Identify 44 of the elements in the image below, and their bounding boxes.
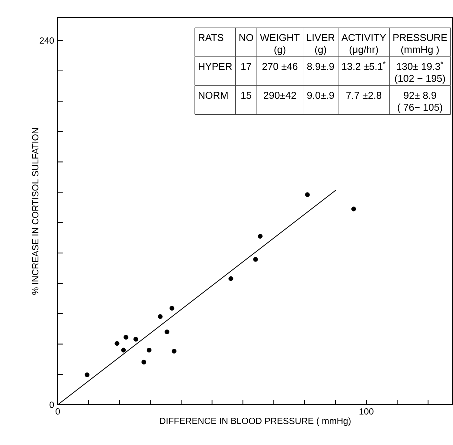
point [164,330,170,335]
point [172,349,177,354]
point [258,234,263,239]
annotation: (102 − 195) [395,74,446,84]
annotation: PRESSURE [394,34,448,42]
point [170,306,175,311]
point [253,257,258,262]
y-tick-label: 240 [40,38,54,44]
annotation: (g) [274,46,286,56]
annotation: 92± 8.9 [404,92,436,100]
x-axis-title: DIFFERENCE IN BLOOD PRESSURE ( mmHg) [160,418,351,426]
annotation: NO [240,34,254,42]
point [124,335,129,340]
annotation: 7.7 ±2.8 [346,92,382,100]
y-axis-title: % INCREASE IN CORTISOL SULFATION [32,128,39,295]
annotation: RATS [199,34,224,42]
point [146,348,152,353]
point [134,337,138,342]
point [114,341,120,346]
point [158,314,163,320]
point [352,206,356,212]
annotation: ( 76− 105) [398,104,442,114]
point [84,372,90,378]
annotation: (g) [315,46,326,56]
annotation: 9.0±.9 [307,92,334,100]
point [228,276,234,282]
annotation: 13.2 ±5.1$^{*}$ [342,62,386,70]
annotation: 15 [242,92,252,100]
point [305,192,310,198]
annotation: ACTIVITY [342,34,386,42]
annotation: 17 [242,63,252,70]
point [142,360,146,365]
annotation: 8.9±.9 [307,63,334,70]
annotation: 130± 19.3$^{*}$ [397,62,444,70]
annotation: (mmHg ) [401,46,439,56]
x-tick-label: 100 [360,408,374,415]
annotation: LIVER [307,34,335,42]
annotation: HYPER [199,63,232,70]
annotation: (μg/hr) [350,46,378,56]
annotation: 270 ±46 [262,63,298,70]
annotation: NORM [199,92,228,100]
annotation: 290±42 [264,92,296,100]
point [121,348,126,353]
annotation: WEIGHT [260,34,300,42]
